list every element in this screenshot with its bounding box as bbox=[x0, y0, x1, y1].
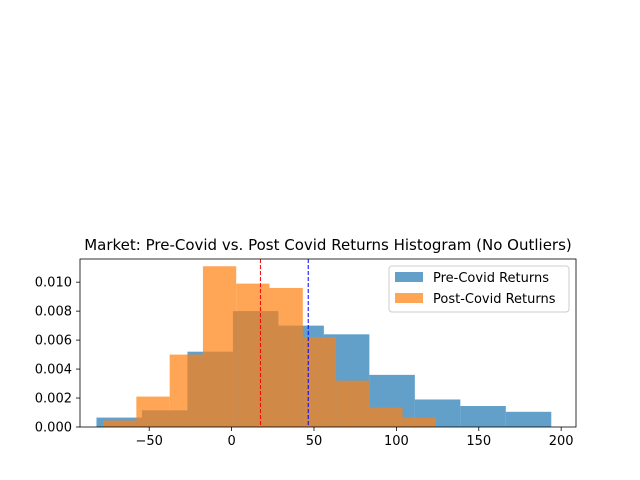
histogram-bar-series-2 bbox=[136, 396, 170, 427]
histogram-bar-series-2 bbox=[336, 380, 370, 427]
y-tick-label: 0.008 bbox=[35, 305, 72, 320]
histogram-bar-series-2 bbox=[103, 420, 137, 427]
x-tick-label: −50 bbox=[135, 434, 162, 449]
histogram-bar-series-2 bbox=[369, 407, 403, 427]
vlines-layer bbox=[259, 259, 309, 427]
x-tick-label: 200 bbox=[549, 434, 574, 449]
legend-box bbox=[388, 265, 570, 313]
y-tick-label: 0.000 bbox=[35, 421, 72, 436]
legend-label-2: Post-Covid Returns bbox=[433, 292, 556, 307]
x-tick-label: 0 bbox=[227, 434, 235, 449]
histogram-bar-series-2 bbox=[202, 266, 237, 427]
histogram-bar-series-2 bbox=[402, 417, 436, 427]
axes-layer: −50 0 50 100 150 200 0.000 0.002 0.004 0.006 0.008… bbox=[35, 258, 577, 449]
legend-swatch-2 bbox=[395, 293, 423, 303]
y-tick-label: 0.002 bbox=[35, 392, 72, 407]
legend-swatch-1 bbox=[395, 272, 423, 282]
histogram-bar-series-2 bbox=[236, 283, 270, 427]
histogram-bar-series-1 bbox=[460, 406, 506, 427]
histogram-bar-series-2 bbox=[269, 287, 303, 427]
chart-title: Market: Pre-Covid vs. Post Covid Returns… bbox=[84, 236, 572, 254]
y-tick-label: 0.006 bbox=[35, 334, 72, 349]
x-tick-label: 150 bbox=[466, 434, 491, 449]
histogram-bar-series-2 bbox=[169, 354, 203, 427]
bars-layer bbox=[96, 266, 552, 427]
y-tick-label: 0.004 bbox=[35, 363, 72, 378]
axes-frame bbox=[79, 258, 577, 428]
x-tick-label: 50 bbox=[306, 434, 323, 449]
y-tick-label: 0.010 bbox=[35, 276, 72, 291]
legend-label-1: Pre-Covid Returns bbox=[433, 271, 549, 286]
histogram-bar-series-1 bbox=[505, 411, 552, 427]
legend: Pre-Covid Returns Post-Covid Returns bbox=[388, 265, 570, 313]
x-tick-label: 100 bbox=[384, 434, 409, 449]
